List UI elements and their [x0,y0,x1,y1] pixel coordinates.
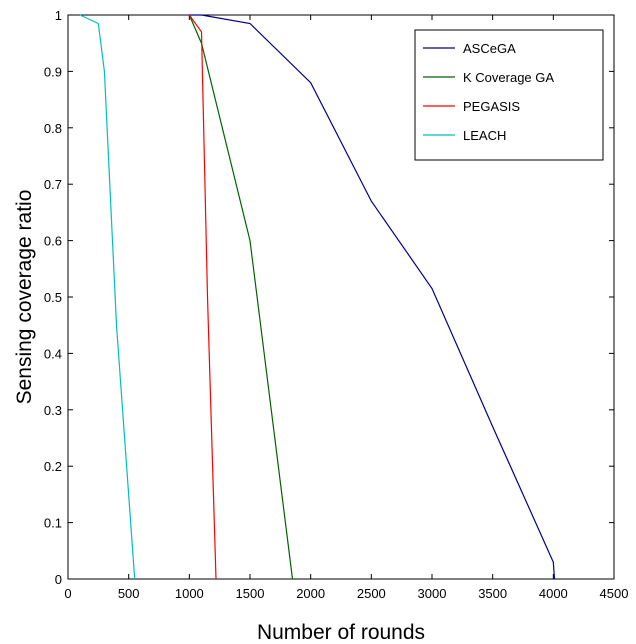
series-line-1 [188,14,294,580]
y-axis-title: Sensing coverage ratio [13,190,36,405]
legend-label: LEACH [463,128,506,143]
legend-label: K Coverage GA [463,70,554,85]
y-tick-label: 0.2 [44,459,62,474]
y-tick-label: 0.4 [44,346,62,361]
legend: ASCeGA K Coverage GA PEGASIS LEACH [414,29,604,161]
x-tick-label: 0 [64,586,71,601]
y-tick-label: 0.7 [44,177,62,192]
y-tick-label: 0.9 [44,64,62,79]
axis-ticks: 0 500 1000 1500 2000 2500 3000 3500 4000 4500 0 0.1… [44,8,629,601]
y-tick-label: 0.5 [44,290,62,305]
x-tick-label: 2500 [357,586,386,601]
x-tick-label: 1000 [175,586,204,601]
x-tick-label: 3000 [418,586,447,601]
y-tick-label: 0.6 [44,234,62,249]
y-tick-label: 0.1 [44,516,62,531]
legend-label: PEGASIS [463,99,520,114]
x-tick-label: 1500 [236,586,265,601]
legend-label: ASCeGA [463,41,516,56]
x-tick-label: 4500 [600,586,629,601]
y-tick-label: 0.8 [44,121,62,136]
x-axis-title: Number of rounds [257,621,425,644]
series-line-0 [189,14,556,580]
series-line-2 [188,14,217,580]
y-tick-label: 0 [55,572,62,587]
y-tick-label: 1 [55,8,62,23]
series-line-3 [79,14,136,580]
x-tick-label: 4000 [539,586,568,601]
x-tick-label: 2000 [296,586,325,601]
series-lines [79,14,556,580]
x-tick-label: 500 [118,586,140,601]
x-tick-label: 3500 [478,586,507,601]
y-tick-label: 0.3 [44,403,62,418]
legend-box [414,29,604,161]
